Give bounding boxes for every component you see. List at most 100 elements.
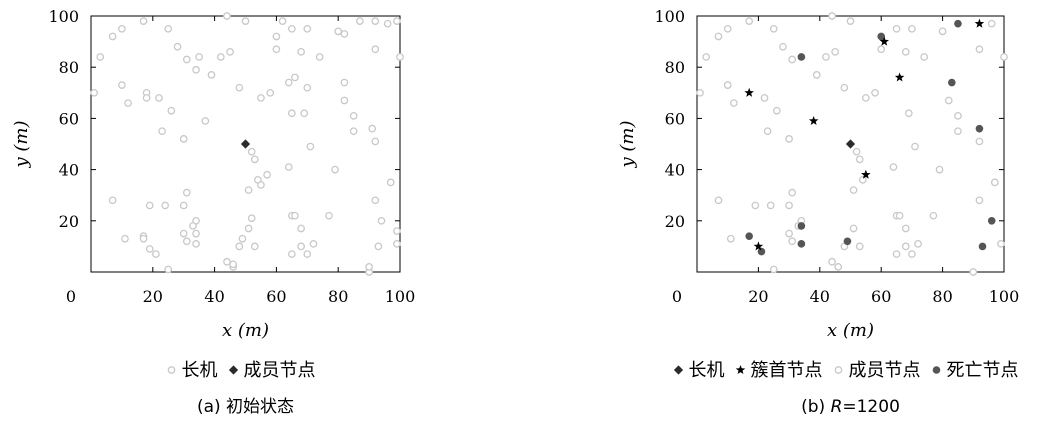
data-point — [954, 127, 962, 136]
data-point — [306, 142, 315, 151]
legend-label: 簇首节点 — [751, 360, 823, 381]
data-point — [238, 234, 247, 243]
data-point — [948, 78, 956, 87]
data-point — [901, 47, 910, 56]
data-point — [975, 124, 984, 133]
data-point — [861, 94, 870, 102]
data-point — [349, 111, 358, 120]
data-point — [257, 94, 265, 102]
subplot-caption: (b) R=1200 — [801, 397, 900, 417]
data-point — [714, 32, 723, 41]
data-point — [954, 111, 962, 120]
data-point — [291, 211, 299, 220]
x-tick-label: 0 — [66, 287, 76, 306]
data-point — [889, 163, 898, 171]
data-point — [843, 237, 852, 246]
data-point — [340, 78, 349, 87]
data-point — [371, 196, 380, 205]
y-tick-label: 100 — [48, 7, 79, 26]
data-point — [772, 106, 781, 115]
data-point — [223, 257, 231, 266]
data-point — [192, 65, 200, 74]
data-point — [334, 27, 343, 36]
plot-frame — [696, 15, 1005, 273]
data-point — [849, 186, 858, 194]
data-point — [745, 232, 753, 240]
data-point — [297, 242, 305, 251]
series-open-circle — [90, 12, 404, 276]
data-point — [753, 241, 764, 251]
data-point — [935, 165, 944, 174]
data-point — [207, 71, 216, 79]
data-point — [785, 201, 793, 210]
data-point — [779, 42, 787, 51]
data-point — [303, 83, 312, 92]
legend-marker-diamond — [228, 365, 239, 375]
x-tick-label: 0 — [672, 287, 682, 306]
data-point — [368, 124, 377, 133]
data-point — [911, 142, 919, 151]
data-point — [365, 263, 373, 271]
data-point — [1000, 53, 1008, 61]
data-point — [226, 47, 234, 56]
data-point — [272, 45, 281, 54]
data-point — [287, 24, 296, 33]
data-point — [139, 234, 148, 243]
data-point — [229, 260, 237, 269]
data-point — [920, 53, 929, 61]
legend-label: 长机 — [182, 360, 218, 381]
data-point — [179, 201, 188, 210]
x-tick-label: 80 — [328, 287, 348, 306]
x-axis-label: x (m) — [222, 320, 269, 341]
data-point — [974, 18, 985, 28]
data-point — [812, 71, 821, 79]
data-point — [155, 94, 163, 102]
data-point — [892, 24, 901, 33]
data-point — [769, 265, 778, 274]
y-tick-label: 60 — [59, 109, 79, 128]
data-point — [723, 81, 732, 89]
data-point — [914, 239, 922, 248]
data-point — [797, 222, 806, 230]
data-point — [96, 53, 105, 61]
data-point — [855, 155, 864, 164]
data-point — [852, 147, 861, 156]
x-axis-label: x (m) — [827, 320, 874, 341]
data-point — [788, 188, 797, 197]
data-point — [266, 88, 275, 97]
data-point — [297, 224, 305, 233]
y-tick-label: 20 — [59, 212, 79, 231]
data-point — [788, 55, 797, 64]
data-point — [195, 53, 203, 61]
data-point — [383, 19, 392, 28]
x-tick-label: 100 — [989, 287, 1020, 306]
data-point — [371, 137, 380, 146]
data-point — [785, 135, 793, 143]
legend-marker-star — [735, 365, 746, 375]
x-tick-label: 20 — [748, 287, 768, 306]
data-point — [355, 17, 364, 25]
data-point — [164, 24, 173, 33]
x-tick-label: 60 — [266, 287, 286, 306]
data-point — [303, 250, 312, 258]
data-point — [263, 170, 271, 179]
data-point — [831, 47, 840, 56]
data-point — [179, 229, 188, 238]
y-axis-label: y (m) — [617, 120, 638, 168]
legend-label: 成员节点 — [244, 360, 316, 381]
series-diamond — [845, 139, 856, 149]
data-point — [377, 216, 386, 225]
data-point — [729, 99, 738, 107]
data-point — [877, 32, 885, 41]
data-point — [240, 139, 251, 149]
data-point — [145, 201, 154, 210]
x-tick-label: 100 — [385, 287, 416, 306]
x-tick-label: 60 — [871, 287, 891, 306]
chart-panel-a: 0 20 40 60 80 100 20 40 60 80 100 x (m) y (m) 长机 成员节点 (… — [11, 7, 415, 417]
data-point — [287, 250, 296, 258]
data-point — [861, 169, 871, 179]
data-point — [182, 188, 191, 197]
data-point — [751, 201, 760, 210]
data-point — [723, 24, 732, 33]
series-filled-circle — [745, 19, 996, 256]
